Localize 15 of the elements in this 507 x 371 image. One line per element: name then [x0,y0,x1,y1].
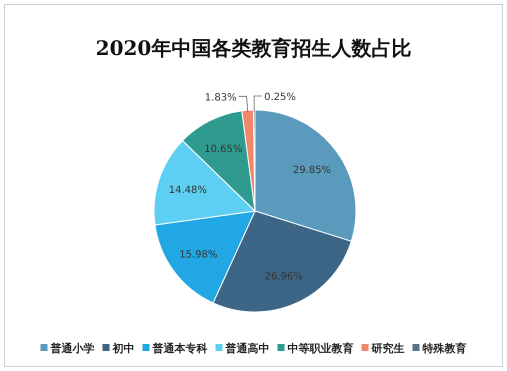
legend-label: 初中 [112,342,134,355]
legend-label: 普通小学 [50,342,94,355]
legend-label: 特殊教育 [422,342,466,355]
legend-label: 普通本专科 [152,342,208,355]
legend-label: 研究生 [370,342,404,355]
data-label: 10.65% [204,144,242,155]
chart-title: 2020年中国各类教育招生人数占比 [96,36,412,60]
legend-label: 普通高中 [224,342,270,355]
data-label: 1.83% [204,92,237,104]
legend-label: 中等职业教育 [288,342,354,355]
data-label: 14.48% [168,185,207,196]
data-label: 29.85% [292,165,332,176]
data-label: 0.25% [264,92,296,104]
data-label: 26.96% [264,272,303,283]
data-label: 15.98% [179,249,218,260]
